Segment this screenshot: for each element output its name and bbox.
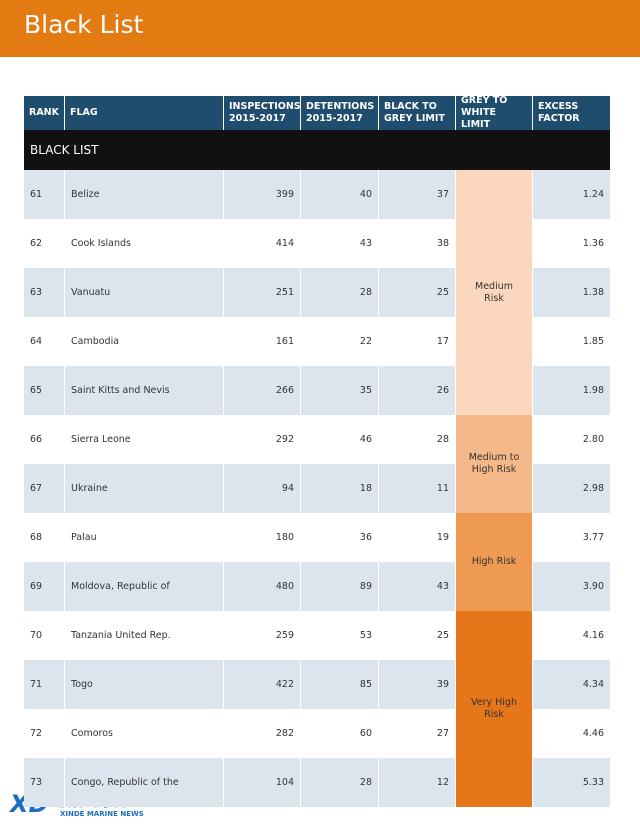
risk-band: High Risk bbox=[455, 513, 532, 611]
column-header: RANK bbox=[29, 107, 59, 118]
table-cell: 25 bbox=[378, 268, 455, 317]
table-cell: 94 bbox=[223, 464, 300, 513]
table-cell: Cook Islands bbox=[64, 219, 223, 268]
table-cell: 266 bbox=[223, 366, 300, 415]
table-cell: Vanuatu bbox=[64, 268, 223, 317]
table-cell: 63 bbox=[30, 287, 43, 298]
table-cell: Sierra Leone bbox=[64, 415, 223, 464]
table-cell: 2.80 bbox=[532, 415, 610, 464]
table-cell: 5.33 bbox=[532, 758, 610, 807]
table-cell: 1.85 bbox=[532, 317, 610, 366]
risk-band: Medium to High Risk bbox=[455, 415, 532, 513]
column-header: GREY TO WHITE LIMIT bbox=[455, 95, 532, 130]
table-cell: 67 bbox=[30, 483, 43, 494]
table-cell: 480 bbox=[223, 562, 300, 611]
table-cell: Congo, Republic of the bbox=[64, 758, 223, 807]
table-cell: 46 bbox=[300, 415, 378, 464]
table-cell: 68 bbox=[30, 532, 43, 543]
table-cell: 43 bbox=[378, 562, 455, 611]
table-cell: 4.16 bbox=[532, 611, 610, 660]
header-bar bbox=[0, 0, 640, 57]
table-cell: 66 bbox=[30, 434, 43, 445]
table-cell: 27 bbox=[378, 709, 455, 758]
risk-band: Medium Risk bbox=[455, 170, 532, 415]
table-cell: 65 bbox=[30, 385, 43, 396]
page-title: Black List bbox=[24, 10, 144, 39]
table-cell: 4.46 bbox=[532, 709, 610, 758]
table-cell: 11 bbox=[378, 464, 455, 513]
table-cell: 35 bbox=[300, 366, 378, 415]
table-cell: 19 bbox=[378, 513, 455, 562]
table-cell: 1.24 bbox=[532, 170, 610, 219]
table-cell: 85 bbox=[300, 660, 378, 709]
table-cell: 18 bbox=[300, 464, 378, 513]
table-cell: Palau bbox=[64, 513, 223, 562]
risk-band: Very High Risk bbox=[455, 611, 532, 807]
table-cell: 282 bbox=[223, 709, 300, 758]
table-cell: 414 bbox=[223, 219, 300, 268]
table-cell: 71 bbox=[30, 679, 43, 690]
table-cell: 25 bbox=[378, 611, 455, 660]
table-cell: 61 bbox=[30, 189, 43, 200]
watermark-subtitle: XINDE MARINE NEWS bbox=[60, 810, 144, 818]
table-cell: 28 bbox=[378, 415, 455, 464]
table-cell: 28 bbox=[300, 268, 378, 317]
table-cell: 72 bbox=[30, 728, 43, 739]
table-cell: 161 bbox=[223, 317, 300, 366]
column-header: DETENTIONS 2015-2017 bbox=[300, 96, 378, 130]
header-row bbox=[24, 96, 610, 130]
table-cell: Belize bbox=[64, 170, 223, 219]
table-cell: 60 bbox=[300, 709, 378, 758]
table-cell: 422 bbox=[223, 660, 300, 709]
table-cell: 4.34 bbox=[532, 660, 610, 709]
table-cell: 69 bbox=[30, 581, 43, 592]
table-cell: 22 bbox=[300, 317, 378, 366]
table-cell: 2.98 bbox=[532, 464, 610, 513]
table-cell: 399 bbox=[223, 170, 300, 219]
table-cell: 43 bbox=[300, 219, 378, 268]
table-cell: 89 bbox=[300, 562, 378, 611]
table-cell: 259 bbox=[223, 611, 300, 660]
table-cell: 1.36 bbox=[532, 219, 610, 268]
table-cell: Saint Kitts and Nevis bbox=[64, 366, 223, 415]
table-cell: Moldova, Republic of bbox=[64, 562, 223, 611]
table-cell: 70 bbox=[30, 630, 43, 641]
table-cell: 53 bbox=[300, 611, 378, 660]
table-cell: 1.38 bbox=[532, 268, 610, 317]
table-cell: 39 bbox=[378, 660, 455, 709]
table-cell: 180 bbox=[223, 513, 300, 562]
table-cell: 28 bbox=[300, 758, 378, 807]
table-cell: Comoros bbox=[64, 709, 223, 758]
table-cell: Tanzania United Rep. bbox=[64, 611, 223, 660]
table-cell: 292 bbox=[223, 415, 300, 464]
table-cell: 26 bbox=[378, 366, 455, 415]
table-cell: Ukraine bbox=[64, 464, 223, 513]
table-cell: 36 bbox=[300, 513, 378, 562]
table-cell: 62 bbox=[30, 238, 43, 249]
column-header: INSPECTIONS 2015-2017 bbox=[223, 96, 301, 130]
column-header: EXCESS FACTOR bbox=[532, 96, 610, 130]
table-cell: Togo bbox=[64, 660, 223, 709]
table-cell: 3.90 bbox=[532, 562, 610, 611]
column-header: FLAG bbox=[64, 96, 223, 130]
section-row: BLACK LIST bbox=[24, 130, 610, 170]
table-cell: 1.98 bbox=[532, 366, 610, 415]
table-cell: 251 bbox=[223, 268, 300, 317]
column-header: BLACK TO GREY LIMIT bbox=[378, 96, 455, 130]
table-cell: 38 bbox=[378, 219, 455, 268]
table-cell: 3.77 bbox=[532, 513, 610, 562]
table-cell: 37 bbox=[378, 170, 455, 219]
table-cell: 104 bbox=[223, 758, 300, 807]
table-cell: 64 bbox=[30, 336, 43, 347]
table-cell: 40 bbox=[300, 170, 378, 219]
table-cell: 12 bbox=[378, 758, 455, 807]
table-cell: 73 bbox=[30, 777, 43, 788]
table-cell: Cambodia bbox=[64, 317, 223, 366]
table-cell: 17 bbox=[378, 317, 455, 366]
